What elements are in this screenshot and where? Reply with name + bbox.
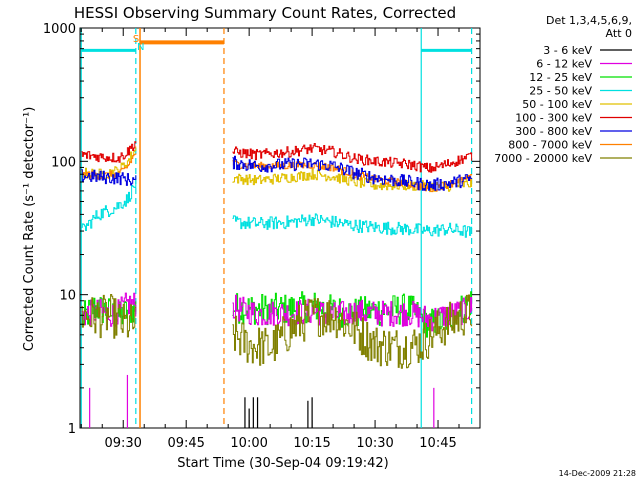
legend-label: 12 - 25 keV [529,71,592,84]
x-tick-label: 10:30 [356,436,393,451]
x-tick-label: 10:45 [419,436,456,451]
chart-title: HESSI Observing Summary Count Rates, Cor… [74,4,456,22]
flag-label-N: N [137,42,144,53]
legend-label: 50 - 100 keV [522,98,592,111]
series-line-100-300keV [81,141,137,163]
legend-label: 6 - 12 keV [536,58,592,71]
series-line-800-7000keV [232,160,473,193]
x-tick-label: 09:30 [104,436,141,451]
y-tick-label: 10 [59,289,76,304]
legend-label: 800 - 7000 keV [508,139,592,152]
x-axis: 09:30 09:45 10:00 10:15 10:30 10:45 [80,28,481,451]
x-tick-label: 10:00 [230,436,267,451]
y-axis: 1 10 100 1000 [43,22,480,437]
flag-layer: SN [133,34,145,53]
series-line-300-800keV [232,155,473,191]
series-line-25-50keV [81,175,137,231]
y-tick-label: 1000 [43,22,76,37]
series-line-7000-20000keV [81,294,137,339]
legend-header-line-1: Det 1,3,4,5,6,9, [546,14,632,27]
series-line-25-50keV [232,213,473,238]
observation-markers [80,28,473,428]
x-tick-label: 09:45 [167,436,204,451]
legend-label: 25 - 50 keV [529,85,592,98]
legend-label: 300 - 800 keV [515,125,592,138]
y-tick-label: 1 [68,422,76,437]
plot-area: SN [79,27,481,429]
y-axis-label: Corrected Count Rate (s⁻¹ detector⁻¹) [22,107,37,352]
series-line-100-300keV [232,143,473,173]
series-line-300-800keV [81,169,137,186]
series-layer [81,141,473,369]
series-line-7000-20000keV [232,294,473,369]
legend-header-line-2: Att 0 [606,27,632,40]
legend-label: 3 - 6 keV [543,44,592,57]
x-tick-label: 10:15 [293,436,330,451]
x-axis-label: Start Time (30-Sep-04 09:19:42) [177,456,388,471]
legend-label: 7000 - 20000 keV [494,152,592,165]
legend-label: 100 - 300 keV [515,112,592,125]
plot-frame [79,27,481,429]
footer-timestamp: 14-Dec-2009 21:28 [559,469,636,478]
series-line-800-7000keV [81,153,137,180]
series-line-6-12keV [81,292,137,329]
series-line-6-12keV [232,294,473,332]
flag-label-S: S [133,34,139,45]
y-tick-label: 100 [51,155,76,170]
